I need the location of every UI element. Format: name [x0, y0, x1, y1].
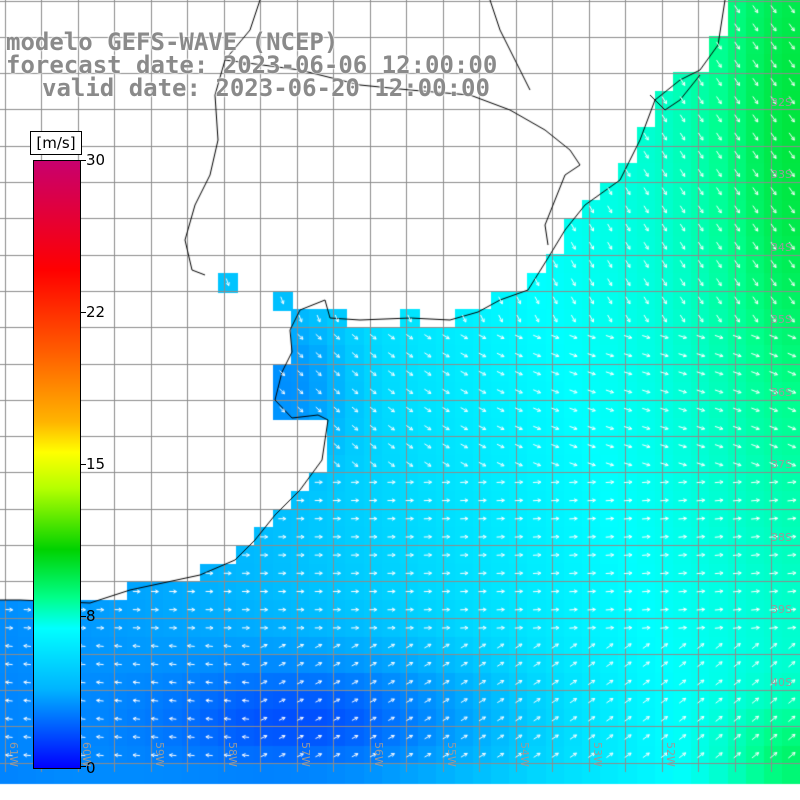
colorbar-tick-label: 15 [86, 455, 106, 473]
latitude-label: 32S [771, 96, 792, 109]
longitude-label: 57W [299, 742, 312, 767]
latitude-label: 36S [771, 386, 792, 399]
colorbar-tick-label: 8 [86, 607, 96, 625]
longitude-label: 53W [591, 742, 604, 767]
longitude-label: 59W [153, 742, 166, 767]
latitude-label: 35S [771, 313, 792, 326]
longitude-label: 54W [518, 742, 531, 767]
longitude-label: 52W [664, 742, 677, 767]
latitude-label: 39S [771, 603, 792, 616]
longitude-label: 58W [226, 742, 239, 767]
colorbar-tick-label: 30 [86, 151, 106, 169]
colorbar-unit: [m/s] [30, 131, 82, 155]
longitude-label: 60W [80, 742, 93, 767]
longitude-label: 61W [7, 742, 20, 767]
valid-date: valid date: 2023-06-20 12:00:00 [42, 74, 490, 102]
model-title: modelo GEFS-WAVE (NCEP) [6, 28, 339, 56]
colorbar-tick-label: 22 [86, 303, 106, 321]
colorbar-tick-label: 0 [86, 759, 96, 777]
latitude-label: 34S [771, 241, 792, 254]
latitude-label: 37S [771, 458, 792, 471]
longitude-label: 55W [445, 742, 458, 767]
latitude-label: 33S [771, 168, 792, 181]
longitude-label: 56W [372, 742, 385, 767]
latitude-label: 40S [771, 676, 792, 689]
latitude-label: 38S [771, 531, 792, 544]
colorbar [33, 160, 81, 769]
forecast-date: forecast date: 2023-06-06 12:00:00 [6, 51, 498, 79]
